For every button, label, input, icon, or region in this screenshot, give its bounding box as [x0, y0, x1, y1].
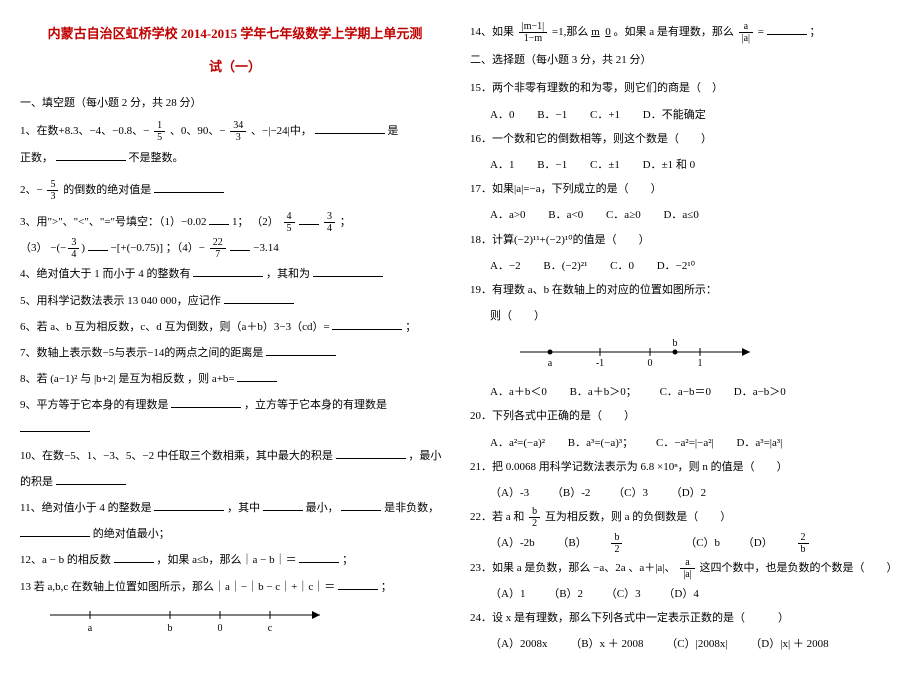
worksheet-page: 内蒙古自治区虹桥学校 2014-2015 学年七年级数学上学期上单元测 试（一）… [20, 20, 900, 656]
q22: 22．若 a 和 b 2 互为相反数，则 a 的负倒数是（ ） [470, 505, 900, 529]
blank [193, 265, 263, 277]
blank [56, 473, 126, 485]
blank [767, 23, 807, 35]
expr: −(−34) [50, 242, 85, 254]
blank [266, 344, 336, 356]
q5: 5、用科学记数法表示 13 040 000，应记作 [20, 289, 450, 313]
number-line-svg: a -1 0 b 1 [510, 334, 770, 368]
blank [20, 420, 90, 432]
fraction: b 2 [529, 506, 540, 529]
q16-choices: A．1 B．−1 C．±1 D．±1 和 0 [470, 153, 900, 177]
q19-number-line: a -1 0 b 1 [510, 334, 900, 374]
q8: 8、若 (a−1)² 与 |b+2| 是互为相反数 ，则 a+b= [20, 367, 450, 391]
fraction: 5 3 [47, 179, 58, 202]
blank [336, 447, 406, 459]
right-column: 14、如果 |m−1| 1−m =1,那么 m 0 。如果 a 是有理数，那么 … [470, 20, 900, 656]
section2-heading: 二、选择题（每小题 3 分，共 21 分） [470, 48, 900, 72]
blank [341, 499, 381, 511]
svg-text:1: 1 [698, 358, 703, 368]
fraction: 4 5 [284, 211, 295, 234]
blank [171, 396, 241, 408]
blank [20, 525, 90, 537]
blank [209, 213, 229, 225]
q12: 12、a − b 的相反数 ，如果 a≤b，那么｜a − b｜＝ ； [20, 548, 450, 572]
svg-text:c: c [268, 623, 273, 634]
blank [88, 239, 108, 251]
q18: 18．计算(−2)¹¹+(−2)¹⁰的值是（ ） [470, 228, 900, 252]
page-title-line2: 试（一） [20, 53, 450, 82]
q7: 7、数轴上表示数−5与表示−14的两点之间的距离是 [20, 341, 450, 365]
q1-text: 1、在数+8.3、−4、−0.8、− [20, 125, 149, 137]
q23: 23．如果 a 是负数，那么 −a、2a 、a＋|a|、 a |a| 这四个数中… [470, 556, 900, 580]
q23-choices: （A）1 （B）2 （C）3 （D）4 [470, 582, 900, 606]
fraction: 3 4 [324, 211, 335, 234]
q21-choices: （A）-3 （B）-2 （C）3 （D）2 [470, 481, 900, 505]
blank [230, 239, 250, 251]
section1-heading: 一、填空题（每小题 2 分，共 28 分） [20, 91, 450, 115]
blank [315, 122, 385, 134]
q2: 2、− 5 3 的倒数的绝对值是 [20, 178, 450, 202]
blank [338, 578, 378, 590]
q22-choices: （A）-2b （B） b 2 （C）b （D） 2 b [470, 531, 900, 555]
q3: 3、用">"、"<"、"="号填空：（1）−0.02 1； （2） 4 5 3 … [20, 210, 450, 234]
svg-text:b: b [673, 338, 678, 349]
svg-text:0: 0 [218, 623, 223, 634]
blank [114, 551, 154, 563]
svg-text:b: b [168, 623, 173, 634]
q19-then: 则（ ） [470, 304, 900, 328]
blank [313, 265, 383, 277]
blank [299, 213, 319, 225]
q15: 15．两个非零有理数的和为零，则它们的商是（ ） [470, 76, 900, 100]
blank [224, 292, 294, 304]
blank [263, 499, 303, 511]
fraction: a |a| [680, 557, 694, 580]
fraction: 1 5 [154, 120, 165, 143]
q20-choices: A．a²=(−a)² B．a³=(−a)³； C．−a²=|−a²| D．a³=… [470, 431, 900, 455]
fraction: a |a| [739, 21, 753, 44]
number-line-svg: a b 0 c [40, 605, 340, 635]
q11: 11、绝对值小于 4 的整数是 ，其中 最小， 是非负数， [20, 496, 450, 520]
q13-number-line: a b 0 c [40, 605, 450, 645]
blank [299, 551, 339, 563]
q17: 17．如果|a|=−a，下列成立的是（ ） [470, 177, 900, 201]
q13: 13 若 a,b,c 在数轴上位置如图所示，那么｜a｜−｜b − c｜+｜c｜＝… [20, 575, 450, 599]
svg-text:a: a [548, 358, 553, 368]
q17-choices: A．a>0 B．a<0 C．a≥0 D．a≤0 [470, 203, 900, 227]
svg-text:a: a [88, 623, 93, 634]
q21: 21．把 0.0068 用科学记数法表示为 6.8 ×10ⁿ，则 n 的值是（ … [470, 455, 900, 479]
page-title-line1: 内蒙古自治区虹桥学校 2014-2015 学年七年级数学上学期上单元测 [20, 20, 450, 49]
q10b: 的积是 [20, 470, 450, 494]
fraction: |m−1| 1−m [519, 21, 547, 44]
q14: 14、如果 |m−1| 1−m =1,那么 m 0 。如果 a 是有理数，那么 … [470, 20, 900, 44]
q10: 10、在数−5、1、−3、5、−2 中任取三个数相乘，其中最大的积是 ，最小 [20, 444, 450, 468]
blank [237, 370, 277, 382]
blank [332, 318, 402, 330]
fraction: 22 7 [210, 237, 226, 260]
q24: 24．设 x 是有理数，那么下列各式中一定表示正数的是（ ） [470, 606, 900, 630]
blank [56, 149, 126, 161]
blank [154, 499, 224, 511]
q1: 1、在数+8.3、−4、−0.8、− 1 5 、0、90、− 34 3 、−|−… [20, 119, 450, 143]
fraction: 34 3 [230, 120, 246, 143]
blank [154, 181, 224, 193]
q9: 9、平方等于它本身的有理数是 ，立方等于它本身的有理数是 [20, 393, 450, 441]
svg-text:0: 0 [648, 358, 653, 368]
q11b: 的绝对值最小； [20, 522, 450, 546]
q3b: （3） −(−34) −[+(−0.75)] ；（4）− 22 7 −3.14 [20, 236, 450, 260]
q16: 16．一个数和它的倒数相等，则这个数是（ ） [470, 127, 900, 151]
q19-choices: A．a＋b＜0 B．a＋b＞0； C．a−b＝0 D．a−b＞0 [470, 380, 900, 404]
q24-choices: （A）2008x （B）x ＋ 2008 （C）|2008x| （D）|x| ＋… [470, 632, 900, 656]
q20: 20．下列各式中正确的是（ ） [470, 404, 900, 428]
q4: 4、绝对值大于 1 而小于 4 的整数有 ，其和为 [20, 262, 450, 286]
q1-line2: 正数， 不是整数。 [20, 146, 450, 170]
q6: 6、若 a、b 互为相反数，c、d 互为倒数，则（a＋b）3−3（cd）= ； [20, 315, 450, 339]
q15-choices: A．0 B．−1 C．+1 D．不能确定 [470, 103, 900, 127]
q18-choices: A．−2 B．(−2)²¹ C．0 D．−2¹⁰ [470, 254, 900, 278]
left-column: 内蒙古自治区虹桥学校 2014-2015 学年七年级数学上学期上单元测 试（一）… [20, 20, 450, 656]
svg-text:-1: -1 [596, 358, 604, 368]
q19: 19．有理数 a、b 在数轴上的对应的位置如图所示： [470, 278, 900, 302]
